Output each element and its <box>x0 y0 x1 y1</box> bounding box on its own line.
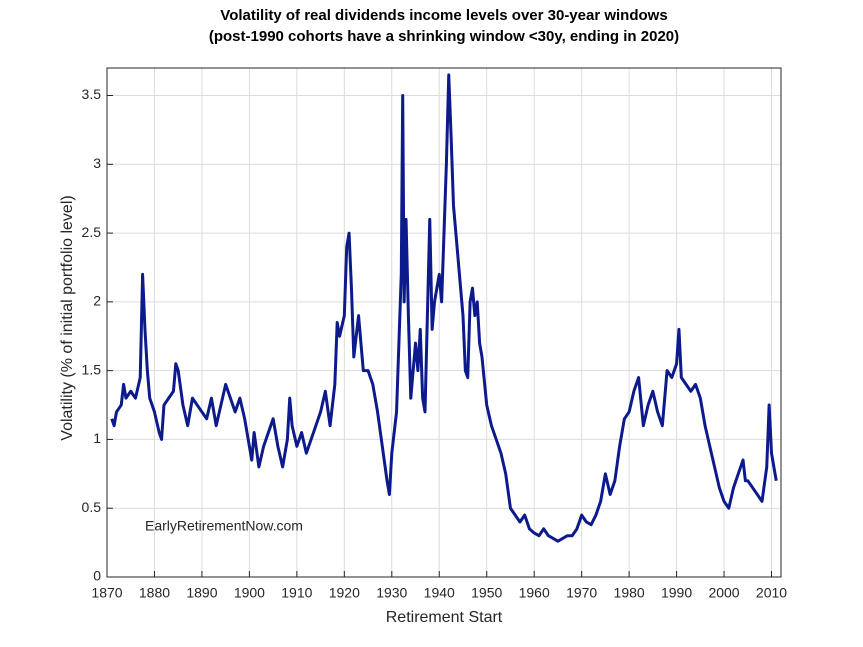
y-tick-label: 0.5 <box>82 499 102 515</box>
y-tick-label: 3.5 <box>82 86 102 102</box>
x-tick-label: 1960 <box>519 585 550 601</box>
x-tick-label: 1990 <box>661 585 692 601</box>
x-tick-label: 1970 <box>566 585 597 601</box>
y-tick-label: 1.5 <box>82 361 102 377</box>
plot-frame <box>106 67 782 578</box>
x-tick-label: 1930 <box>376 585 407 601</box>
y-tick-label: 1 <box>93 430 101 446</box>
y-tick-label: 3 <box>93 155 101 171</box>
x-tick-label: 1890 <box>186 585 217 601</box>
chart-title: Volatility of real dividends income leve… <box>220 7 667 24</box>
y-tick-label: 2 <box>93 293 101 309</box>
x-tick-label: 1900 <box>234 585 265 601</box>
x-tick-label: 2000 <box>708 585 739 601</box>
x-tick-label: 2010 <box>756 585 787 601</box>
x-tick-label: 1910 <box>281 585 312 601</box>
x-tick-label: 1950 <box>471 585 502 601</box>
y-tick-label: 0 <box>93 568 101 584</box>
x-tick-label: 1940 <box>424 585 455 601</box>
y-tick-label: 2.5 <box>82 224 102 240</box>
annotation: EarlyRetirementNow.com <box>145 518 303 534</box>
grid <box>106 68 781 578</box>
plot <box>110 73 778 543</box>
chart-subtitle: (post-1990 cohorts have a shrinking wind… <box>209 28 679 45</box>
x-tick-label: 1920 <box>329 585 360 601</box>
x-tick-label: 1880 <box>139 585 170 601</box>
y-axis-label: Volatility (% of initial portfolio level… <box>59 195 76 440</box>
x-axis-label: Retirement Start <box>386 609 503 626</box>
x-tick-label: 1980 <box>614 585 645 601</box>
x-tick-label: 1870 <box>91 585 122 601</box>
line-series <box>110 73 778 543</box>
